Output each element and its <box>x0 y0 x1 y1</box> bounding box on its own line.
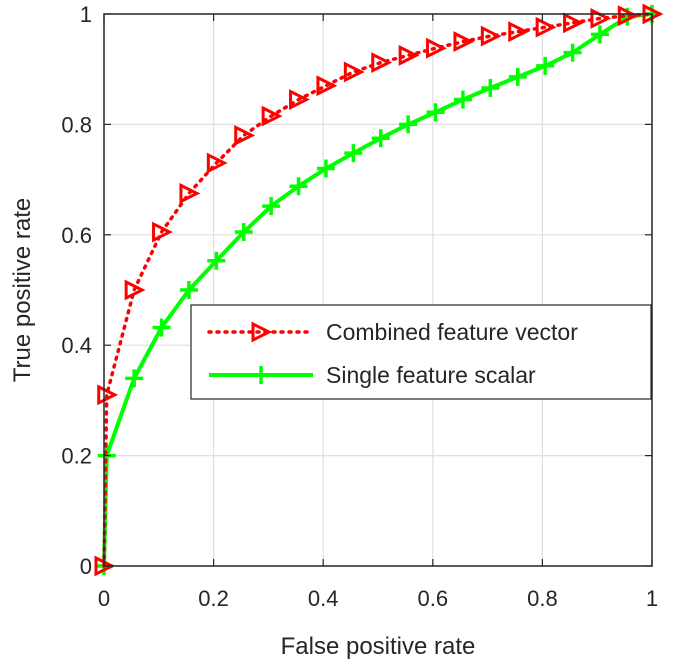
y-tick-label: 0.6 <box>61 223 92 248</box>
data-point <box>343 61 365 83</box>
data-point <box>536 56 555 75</box>
data-point <box>371 52 393 74</box>
data-point <box>179 182 201 204</box>
legend-entry: Combined feature vector <box>207 319 578 345</box>
data-point <box>481 78 500 97</box>
x-tick-label: 0.6 <box>418 586 449 611</box>
legend-box <box>190 304 652 400</box>
x-tick-label: 0.8 <box>527 586 558 611</box>
data-point <box>399 115 418 134</box>
legend-swatch-marker <box>251 321 273 343</box>
data-point <box>535 16 557 38</box>
data-point <box>453 31 475 53</box>
data-point <box>207 251 226 270</box>
data-point <box>152 318 171 337</box>
series-1 <box>95 5 661 575</box>
data-point <box>316 75 338 97</box>
data-point <box>234 125 256 146</box>
x-tick-label: 1 <box>646 586 658 611</box>
data-point <box>261 105 283 127</box>
data-point <box>125 369 144 388</box>
data-point <box>508 21 530 43</box>
series-line <box>102 12 653 567</box>
series-line <box>102 12 654 568</box>
data-point <box>563 12 584 34</box>
data-point <box>152 221 173 243</box>
y-tick-label: 0.2 <box>61 444 92 469</box>
data-point <box>234 223 253 242</box>
data-point <box>316 159 335 178</box>
data-point <box>371 129 390 148</box>
data-point <box>508 67 527 86</box>
data-point <box>206 152 228 174</box>
data-point <box>398 44 420 66</box>
tick-marks <box>103 13 653 567</box>
legend-entry: Single feature scalar <box>209 362 536 388</box>
data-point <box>262 197 281 216</box>
plot-frame <box>103 13 653 567</box>
data-point <box>480 25 502 47</box>
x-tick-label: 0.2 <box>198 586 229 611</box>
legend-label: Single feature scalar <box>326 362 536 388</box>
data-point <box>344 144 363 163</box>
data-point <box>179 281 198 299</box>
data-point <box>563 43 582 62</box>
legend: Combined feature vector Single feature sc… <box>190 304 652 400</box>
data-point <box>289 177 308 196</box>
data-point <box>617 5 639 27</box>
y-tick-label: 0.4 <box>61 333 92 358</box>
y-axis-label: True positive rate <box>9 198 36 383</box>
y-tick-label: 0.8 <box>61 112 92 137</box>
data-point <box>453 90 472 109</box>
x-tick-label: 0 <box>98 586 110 611</box>
data-point <box>124 279 146 301</box>
x-axis-label: False positive rate <box>281 633 476 660</box>
x-tick-label: 0.4 <box>308 586 339 611</box>
y-tick-label: 0 <box>80 554 92 579</box>
data-point <box>97 384 119 406</box>
series-layer <box>94 3 664 577</box>
tick-labels: 0 0.2 0.4 0.6 0.8 1 0 0.2 0.4 0.6 0.8 1 <box>61 2 658 611</box>
legend-swatch-marker <box>252 366 270 384</box>
data-point <box>426 103 445 122</box>
data-point <box>590 25 609 44</box>
data-point <box>426 37 447 59</box>
data-point <box>289 89 310 110</box>
y-tick-label: 1 <box>80 2 92 27</box>
legend-label: Combined feature vector <box>326 319 578 345</box>
legend-entries: Combined feature vector Single feature sc… <box>207 319 578 388</box>
